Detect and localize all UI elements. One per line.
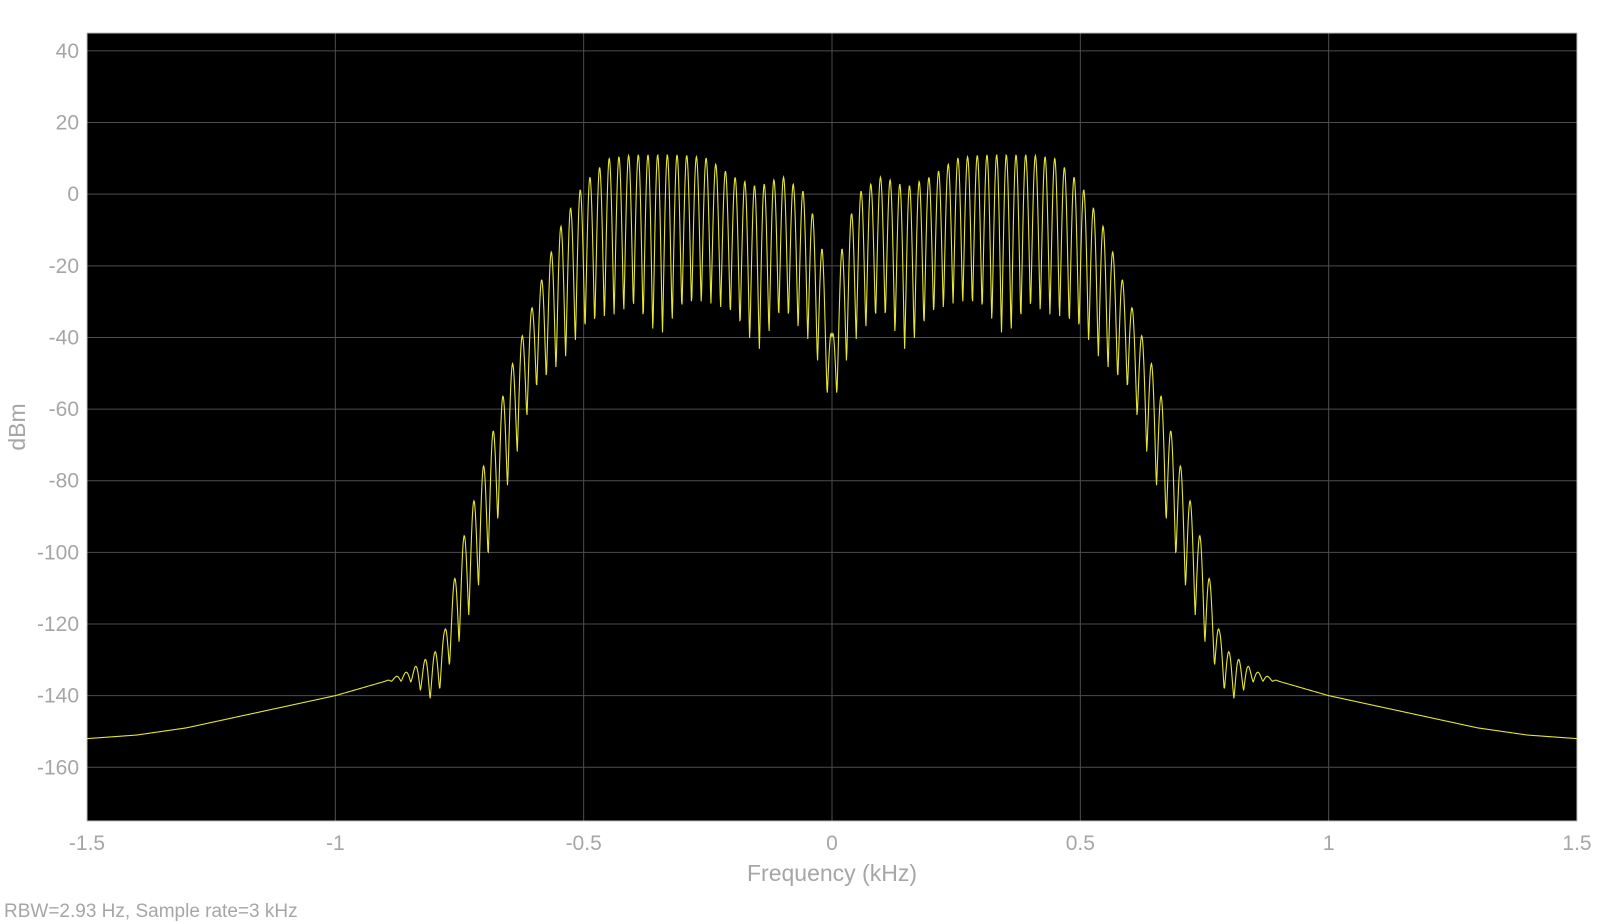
y-tick-label: -100 [37, 541, 79, 564]
spectrum-trace [86, 153, 1578, 740]
y-tick-label: 20 [56, 112, 79, 135]
x-tick-label: -1 [326, 832, 345, 855]
y-tick-label: -160 [37, 756, 79, 779]
y-axis-label: dBm [4, 403, 30, 450]
x-tick-label: 0 [826, 832, 838, 855]
rbw-sample-rate-footer: RBW=2.93 Hz, Sample rate=3 kHz [4, 901, 298, 922]
tick-labels: -1.5 -1 -0.5 0 0.5 1 1.5 40 20 0 -20 -40 -60 -80 -100 -… [37, 40, 1592, 855]
y-tick-label: -60 [49, 398, 79, 421]
y-tick-label: -20 [49, 255, 79, 278]
plot-frame [86, 32, 1578, 822]
y-tick-label: -80 [49, 470, 79, 493]
y-tick-label: -120 [37, 613, 79, 636]
y-tick-label: -40 [49, 326, 79, 349]
x-tick-label: -1.5 [69, 832, 105, 855]
y-tick-label: 0 [67, 183, 79, 206]
grid [86, 33, 1578, 821]
series-layer [86, 153, 1578, 740]
x-tick-label: 0.5 [1066, 832, 1095, 855]
x-tick-label: 1.5 [1562, 832, 1591, 855]
x-tick-label: 1 [1323, 832, 1335, 855]
x-axis-label: Frequency (kHz) [747, 860, 917, 886]
x-tick-label: -0.5 [566, 832, 602, 855]
y-tick-label: 40 [56, 40, 79, 63]
y-tick-label: -140 [37, 685, 79, 708]
